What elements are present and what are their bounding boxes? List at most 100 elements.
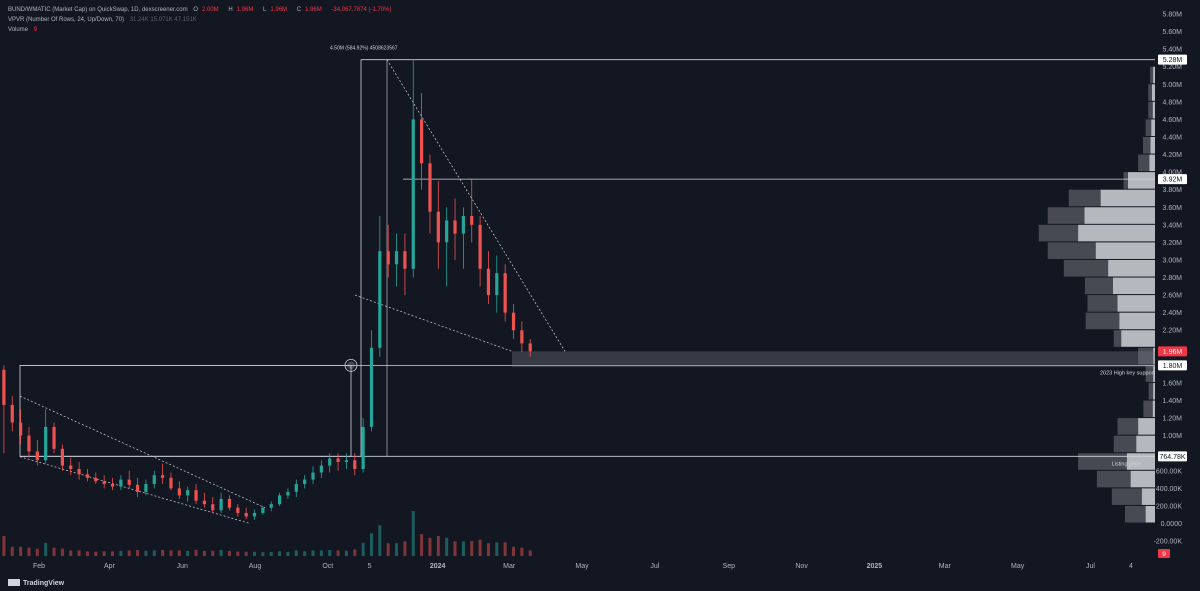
symbol-legend[interactable]: BUND/WMATIC (Market Cap) on QuickSwap, 1… [8, 6, 395, 14]
vp-bar-up [1153, 382, 1155, 400]
candle-body [127, 479, 131, 485]
candle-body [503, 273, 507, 313]
candle-body [486, 268, 491, 296]
crossing-marker [344, 358, 358, 372]
x-tick-label: May [575, 563, 589, 570]
vpvr-legend[interactable]: VPVR (Number Of Rows, 24, Up/Down, 70) 3… [8, 16, 201, 24]
candle-body [19, 422, 23, 436]
price-badge-label: 1.80M [1163, 363, 1183, 370]
vp-bar-down [1087, 295, 1118, 312]
volume-bar [278, 551, 282, 556]
vp-bar-down [1138, 154, 1150, 172]
candle-body [236, 507, 240, 513]
price-badge-label: 1.96M [1163, 349, 1183, 356]
x-tick-label: Feb [33, 563, 45, 570]
volume-bar [69, 550, 73, 556]
candle-body [428, 163, 432, 212]
trendline [386, 59, 566, 352]
vp-bar-up [1117, 295, 1155, 312]
volume-bar [60, 548, 64, 556]
volume-bar [186, 550, 190, 556]
volume-value: 9 [33, 27, 38, 33]
vp-bar-down [1117, 418, 1139, 435]
close-value: 1.96M [305, 7, 322, 13]
open-value: 2.00M [201, 7, 219, 13]
vp-bar-down [1111, 488, 1142, 505]
open-label: O [193, 7, 198, 13]
close-label: C [296, 7, 302, 13]
volume-bar [152, 550, 156, 556]
vp-bar-up [1113, 277, 1155, 295]
vp-bar-down [1084, 277, 1113, 295]
volume-bar [136, 550, 140, 556]
y-tick-label: 400.00K [1156, 486, 1182, 493]
candle-body [252, 512, 257, 517]
volume-bar [528, 550, 532, 556]
volume-bar [395, 543, 399, 556]
vp-bar-up [1130, 470, 1155, 488]
vp-bar-up [1119, 312, 1155, 330]
volume-bar [303, 551, 307, 556]
candle-body [511, 312, 516, 331]
price-badge-label: 764.78K [1159, 454, 1185, 461]
volume-bar [144, 550, 148, 556]
candle-body [85, 474, 90, 478]
vp-bar-up [1078, 224, 1155, 242]
volume-bar [378, 525, 382, 556]
vp-bar-down [1143, 400, 1153, 418]
vp-bar-up [1121, 330, 1155, 347]
candle-body [144, 483, 148, 492]
vp-bar-down [1113, 435, 1137, 453]
vpvr-title: VPVR (Number Of Rows, 24, Up/Down, 70) [8, 17, 125, 23]
candle-body [244, 512, 248, 517]
volume-bar [102, 551, 106, 556]
candle-body [394, 251, 399, 265]
volume-bar [19, 546, 23, 556]
volume-bar [35, 548, 39, 556]
trendline [19, 456, 251, 524]
candle-body [211, 504, 215, 511]
volume-bar [94, 551, 98, 556]
vp-bar-down [1148, 382, 1154, 400]
vp-bar-down [1078, 453, 1127, 470]
volume-badge [1158, 549, 1170, 558]
price-badge-label: 5.28M [1163, 57, 1183, 64]
vp-bar-up [1136, 435, 1155, 453]
tradingview-logo[interactable]: TradingView [8, 579, 64, 587]
volume-bar [420, 534, 424, 556]
candle-body [277, 495, 282, 505]
volume-bar [328, 550, 332, 556]
candle-body [369, 347, 374, 427]
y-tick-label: 200.00K [1156, 503, 1182, 510]
tradingview-icon [8, 579, 20, 586]
vp-bar-down [1096, 470, 1131, 488]
x-tick-label: Jun [177, 563, 188, 570]
candle-body [445, 220, 449, 243]
y-tick-label: 4.40M [1163, 134, 1183, 141]
y-tick-label: 3.20M [1163, 240, 1183, 247]
crossing-marker [347, 361, 355, 370]
volume-bar [428, 537, 432, 556]
candle-body [35, 451, 39, 461]
volume-bar [219, 549, 223, 556]
vp-bar-down [1145, 365, 1154, 382]
vp-bar-up [1095, 242, 1155, 259]
candle-body [2, 369, 6, 405]
vp-bar-up [1153, 365, 1155, 382]
volume-legend[interactable]: Volume 9 [8, 26, 41, 34]
volume-bar [286, 551, 290, 556]
volume-bar [461, 541, 465, 556]
candle-body [520, 330, 524, 344]
vp-bar-up [1126, 453, 1155, 470]
candle-body [135, 484, 140, 492]
x-tick-label: May [1011, 563, 1025, 570]
volume-bar [227, 550, 231, 556]
x-tick-label: 2025 [867, 563, 883, 570]
y-tick-label: 600.00K [1156, 468, 1182, 475]
volume-bar [478, 539, 482, 556]
volume-bar [453, 541, 457, 556]
candle-body [528, 343, 532, 352]
volume-bar [261, 552, 265, 556]
